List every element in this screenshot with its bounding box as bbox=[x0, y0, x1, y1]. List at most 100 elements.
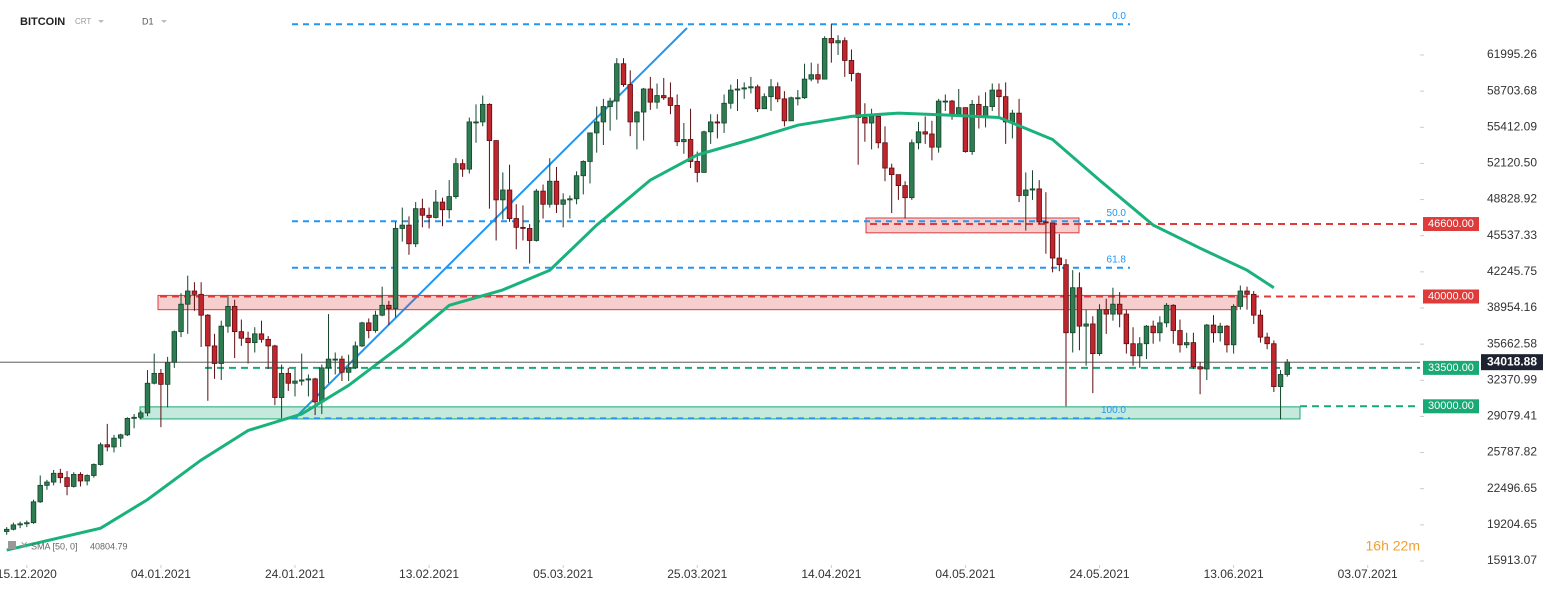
candle-body bbox=[580, 161, 586, 177]
legend-icon bbox=[8, 541, 16, 549]
candle-body bbox=[1284, 361, 1290, 375]
x-tick-label: 24.01.2021 bbox=[265, 567, 325, 581]
x-tick-label: 04.01.2021 bbox=[131, 567, 191, 581]
candle-body bbox=[754, 86, 761, 110]
candle-body bbox=[1043, 221, 1049, 224]
candle-body bbox=[895, 174, 902, 187]
y-tick-label: 15913.07 bbox=[1487, 553, 1537, 567]
candle-body bbox=[855, 73, 861, 118]
candle-body bbox=[185, 290, 191, 305]
x-tick-label: 25.03.2021 bbox=[667, 567, 727, 581]
x-tick-label: 04.05.2021 bbox=[935, 567, 995, 581]
candle-body bbox=[500, 189, 506, 201]
candle-body bbox=[359, 322, 365, 347]
dropdown-caret[interactable] bbox=[161, 20, 167, 23]
candle-body bbox=[620, 63, 627, 85]
candle-body bbox=[392, 228, 399, 309]
candle-body bbox=[922, 131, 928, 135]
candle-body bbox=[808, 74, 814, 80]
candle-body bbox=[1016, 112, 1022, 196]
candle-body bbox=[1230, 305, 1237, 346]
candle-body bbox=[687, 139, 694, 162]
candle-body bbox=[312, 378, 318, 403]
candle-body bbox=[1029, 188, 1036, 191]
y-tick-label: 61995.26 bbox=[1487, 47, 1537, 61]
y-tick-label: 29079.41 bbox=[1487, 409, 1537, 423]
candle-body bbox=[245, 337, 251, 344]
candle-body bbox=[426, 214, 432, 218]
candle-body bbox=[667, 97, 674, 106]
candle-body bbox=[654, 95, 660, 103]
candle-body bbox=[97, 444, 104, 465]
y-tick-label: 25787.82 bbox=[1487, 445, 1537, 459]
x-tick-label: 14.04.2021 bbox=[801, 567, 861, 581]
candle-body bbox=[714, 121, 721, 124]
candle-body bbox=[111, 437, 117, 448]
candle-body bbox=[480, 103, 486, 123]
candle-body bbox=[1056, 257, 1063, 266]
y-tick-label: 48828.92 bbox=[1487, 192, 1537, 206]
candle-body bbox=[560, 199, 566, 205]
source[interactable]: CRT bbox=[75, 17, 91, 26]
candle-body bbox=[258, 333, 265, 340]
legend-name: SMA [50, 0] bbox=[31, 541, 78, 551]
zone bbox=[865, 217, 1080, 234]
candle-body bbox=[399, 224, 405, 229]
candle-body bbox=[71, 473, 77, 487]
candle-body bbox=[781, 98, 788, 122]
interval[interactable]: D1 bbox=[142, 16, 154, 26]
candle-body bbox=[1116, 303, 1123, 315]
candle-body bbox=[935, 100, 942, 148]
candle-body bbox=[842, 40, 848, 61]
candle-body bbox=[386, 304, 392, 309]
candle-body bbox=[1237, 290, 1244, 307]
candle-body bbox=[513, 218, 519, 228]
candle-body bbox=[1009, 112, 1016, 123]
candle-body bbox=[1049, 222, 1056, 259]
candle-body bbox=[117, 434, 124, 439]
y-tick-label: 58703.68 bbox=[1487, 83, 1537, 97]
candle-body bbox=[64, 477, 70, 487]
candle-body bbox=[989, 89, 995, 107]
candle-body bbox=[138, 412, 144, 418]
candle-body bbox=[882, 142, 888, 169]
candle-body bbox=[91, 464, 97, 476]
x-tick-label: 24.05.2021 bbox=[1069, 567, 1129, 581]
candle-body bbox=[144, 382, 151, 414]
symbol[interactable]: BITCOIN bbox=[20, 16, 65, 28]
countdown: 16h 22m bbox=[1366, 538, 1420, 554]
candle-body bbox=[1090, 323, 1096, 355]
y-tick-label: 22496.65 bbox=[1487, 481, 1537, 495]
dropdown-caret[interactable] bbox=[98, 20, 104, 23]
candle-body bbox=[211, 345, 218, 364]
candle-body bbox=[1137, 343, 1143, 357]
candle-body bbox=[1244, 290, 1250, 295]
x-tick-label: 05.03.2021 bbox=[533, 567, 593, 581]
candle-body bbox=[741, 87, 747, 90]
y-tick-label: 38954.16 bbox=[1487, 300, 1537, 314]
candle-body bbox=[969, 103, 975, 152]
candle-body bbox=[379, 304, 385, 316]
candle-body bbox=[412, 208, 419, 245]
candle-body bbox=[1103, 309, 1109, 315]
candle-body bbox=[627, 84, 633, 123]
candle-body bbox=[707, 121, 714, 133]
candle-body bbox=[593, 121, 600, 134]
candle-body bbox=[1123, 313, 1130, 345]
candle-body bbox=[305, 378, 312, 381]
fib-label: 50.0 bbox=[1107, 208, 1127, 219]
candle-body bbox=[124, 417, 131, 436]
candle-body bbox=[614, 63, 620, 102]
legend-close[interactable]: ✕ bbox=[20, 541, 28, 552]
candle-body bbox=[567, 198, 573, 201]
x-tick-label: 15.12.2020 bbox=[0, 567, 57, 581]
candle-body bbox=[225, 305, 231, 327]
candle-body bbox=[956, 107, 962, 115]
candle-body bbox=[573, 175, 580, 200]
price-label: 34018.88 bbox=[1487, 354, 1537, 368]
candle-body bbox=[1070, 287, 1076, 334]
candle-body bbox=[734, 88, 741, 91]
x-tick-label: 13.02.2021 bbox=[399, 567, 459, 581]
candle-body bbox=[205, 314, 211, 347]
